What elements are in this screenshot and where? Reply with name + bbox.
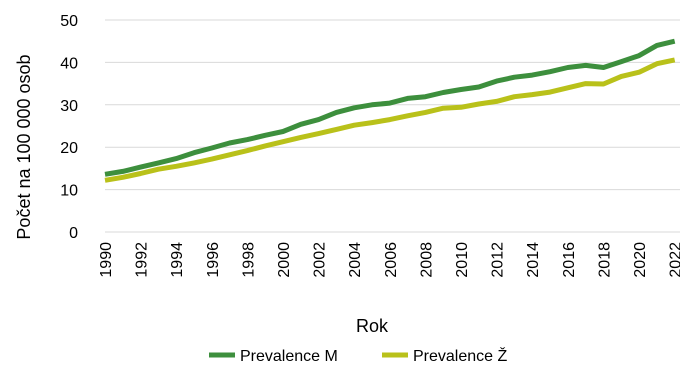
x-tick-label: 1996 bbox=[205, 242, 222, 278]
y-axis-ticks: 0 10 20 30 40 50 bbox=[60, 13, 78, 242]
y-tick-label: 20 bbox=[60, 140, 78, 157]
x-tick-label: 2010 bbox=[454, 242, 471, 278]
series-line-prevalence-m bbox=[104, 38, 676, 177]
x-tick-label: 2002 bbox=[312, 242, 329, 278]
x-tick-label: 2022 bbox=[668, 242, 680, 278]
gridlines bbox=[105, 19, 680, 233]
x-tick-label: 1998 bbox=[240, 242, 257, 278]
x-tick-label: 2014 bbox=[525, 242, 542, 278]
y-tick-label: 30 bbox=[60, 98, 78, 115]
series-lines bbox=[104, 38, 676, 183]
legend-label-z: Prevalence Ž bbox=[413, 346, 507, 365]
legend: Prevalence M Prevalence Ž bbox=[209, 346, 507, 365]
x-tick-label: 1992 bbox=[134, 242, 151, 278]
x-tick-label: 1990 bbox=[98, 242, 115, 278]
x-axis-ticks: 1990 1992 1994 1996 1998 2000 2002 2004 2006 2008… bbox=[98, 242, 680, 278]
x-tick-label: 2004 bbox=[347, 242, 364, 278]
x-tick-label: 2000 bbox=[276, 242, 293, 278]
y-tick-label: 0 bbox=[69, 225, 78, 242]
x-tick-label: 2016 bbox=[561, 242, 578, 278]
x-tick-label: 2018 bbox=[596, 242, 613, 278]
x-tick-label: 2020 bbox=[632, 242, 649, 278]
series-line-prevalence-z bbox=[104, 57, 676, 183]
y-tick-label: 10 bbox=[60, 183, 78, 200]
x-tick-label: 2008 bbox=[418, 242, 435, 278]
y-tick-label: 50 bbox=[60, 13, 78, 30]
x-tick-label: 1994 bbox=[169, 242, 186, 278]
x-axis-title: Rok bbox=[356, 316, 389, 336]
y-axis-title: Počet na 100 000 osob bbox=[14, 54, 34, 239]
x-tick-label: 2012 bbox=[490, 242, 507, 278]
x-tick-label: 2006 bbox=[383, 242, 400, 278]
y-tick-label: 40 bbox=[60, 55, 78, 72]
legend-label-m: Prevalence M bbox=[240, 348, 338, 365]
